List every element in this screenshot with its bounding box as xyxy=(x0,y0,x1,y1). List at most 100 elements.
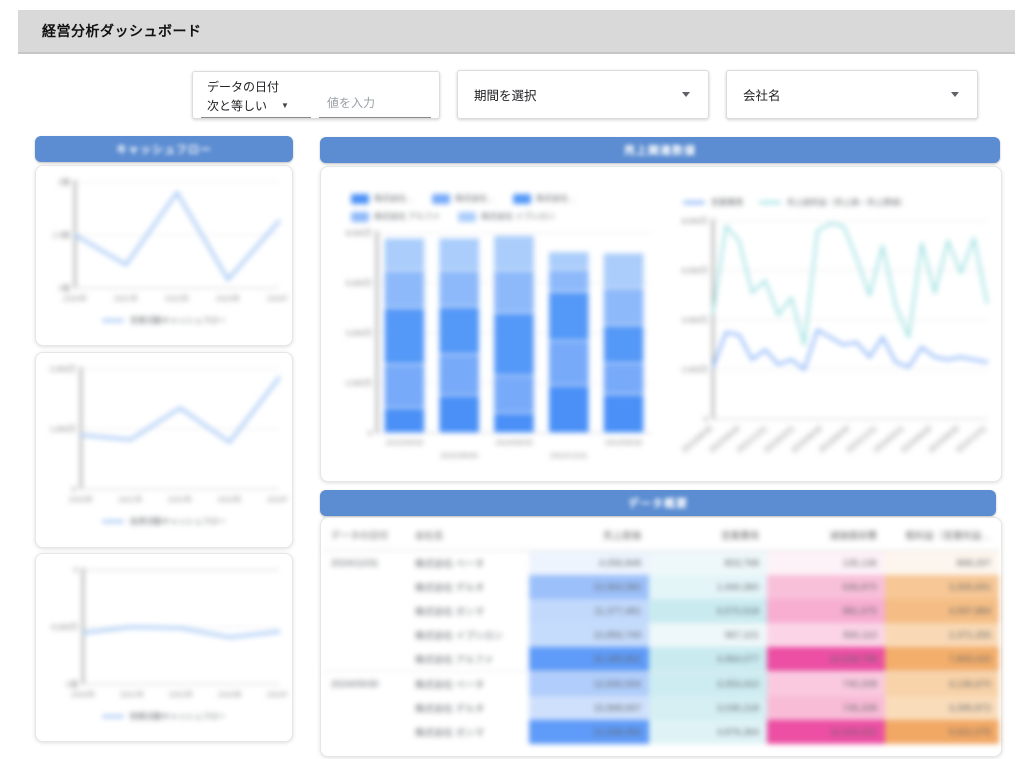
legend-line-swatch xyxy=(759,201,781,204)
cell-value: 10,856,749 xyxy=(529,623,649,647)
legend-line-swatch xyxy=(102,319,124,322)
cell-value: 10,228,758 xyxy=(767,647,885,672)
app-header: 経営分析ダッシュボード xyxy=(18,10,1015,54)
svg-text:2022/12/31: 2022/12/31 xyxy=(550,451,588,460)
chart-legend: 投資活動キャッシュフロー xyxy=(102,516,226,527)
svg-text:1,000万: 1,000万 xyxy=(50,425,77,434)
cell-value: 636,870 xyxy=(767,575,885,599)
cell-company: 株式会社 ガンマ xyxy=(415,607,485,618)
legend-color-swatch xyxy=(513,193,531,204)
filter-date-value-input[interactable] xyxy=(325,95,429,111)
divider xyxy=(201,117,311,118)
svg-text:2023年: 2023年 xyxy=(216,293,241,303)
filter-date-label: データの日付 xyxy=(207,80,280,94)
legend-label: 営業活動キャッシュフロー xyxy=(130,316,226,325)
chart-legend: 営業活動キャッシュフロー xyxy=(102,315,226,326)
svg-text:0: 0 xyxy=(72,485,76,494)
cell-company: 株式会社 イプシロン xyxy=(415,631,504,642)
cell-value: 830,110 xyxy=(767,623,885,647)
cell-date: 2024/12/31 xyxy=(323,550,407,575)
svg-text:2022/09/30: 2022/09/30 xyxy=(440,451,478,460)
filter-company-label: 会社名 xyxy=(743,89,781,103)
cell-value: 1,940,360 xyxy=(649,575,767,599)
filter-company-select[interactable]: 会社名 xyxy=(726,70,978,119)
cell-value: 7,805,020 xyxy=(885,647,999,672)
table-header-row: データの日付 会社名 売上原価 営業費用 減価償却費 粗利益（営業利益… xyxy=(323,520,999,551)
cell-company: 株式会社 アルファ xyxy=(415,655,494,666)
table-column-header: 営業費用 xyxy=(649,520,767,551)
cell-value: 10,964,080 xyxy=(529,575,649,599)
chevron-down-icon xyxy=(951,92,959,97)
line-chart-legend: 営業費用 売上総利益（売上高－売上原価） xyxy=(683,197,923,208)
chart-svg: 8,000万6,000万4,000万2,000万02022/06/302022/… xyxy=(680,217,989,455)
table-column-header: 減価償却費 xyxy=(767,520,885,551)
cell-company: 株式会社 デルタ xyxy=(415,583,485,594)
cell-value: 15,868,697 xyxy=(529,696,649,720)
cell-value: 881,675 xyxy=(767,599,885,623)
svg-text:4,000万: 4,000万 xyxy=(682,316,709,325)
svg-text:1.5億: 1.5億 xyxy=(52,230,70,240)
legend-item: 売上総利益（売上高－売上原価） xyxy=(759,197,907,208)
sales-stacked-bar-chart: 8,000万 6,000万 4,000万 2,000万 0 2022/06/30 2022/… xyxy=(333,225,659,474)
cell-value: 740,208 xyxy=(767,671,885,696)
svg-text:4,000万: 4,000万 xyxy=(346,329,373,338)
legend-item: 株式会社… xyxy=(432,193,495,204)
legend-item: 株式会社… xyxy=(351,193,414,204)
cell-value: 4,876,364 xyxy=(649,720,767,744)
chevron-down-icon[interactable]: ▼ xyxy=(281,101,289,110)
svg-text:2023年: 2023年 xyxy=(217,494,242,504)
sales-panel-header: 売上関連数値 xyxy=(320,137,1000,163)
table-column-header: 売上原価 xyxy=(529,520,649,551)
cell-value: 803,768 xyxy=(649,550,767,575)
svg-text:6,000万: 6,000万 xyxy=(346,279,373,288)
legend-label: 株式会社… xyxy=(374,194,414,203)
legend-color-swatch xyxy=(351,193,369,204)
cell-date xyxy=(323,696,407,720)
chart-svg: 8,000万6,000万4,000万2,000万02022/06/302022/… xyxy=(346,229,651,460)
table-column-header: 粗利益（営業利益… xyxy=(885,520,999,551)
cell-value: 745,208 xyxy=(767,696,885,720)
svg-text:2020年: 2020年 xyxy=(63,293,88,303)
cell-value: 11,023,221 xyxy=(767,720,885,744)
cell-company: 株式会社 ガンマ xyxy=(415,728,485,739)
legend-label: 株式会社… xyxy=(455,194,495,203)
cell-value: 135,136 xyxy=(767,550,885,575)
table-column-header: データの日付 xyxy=(323,520,407,551)
svg-text:2021年: 2021年 xyxy=(114,293,139,303)
cell-value: 2,371,255 xyxy=(885,623,999,647)
cashflow-panel-title: キャッシュフロー xyxy=(116,144,212,156)
filter-period-label: 期間を選択 xyxy=(474,89,537,103)
filter-date-operator-dropdown[interactable]: 次と等しい ▼ xyxy=(207,97,289,114)
svg-text:1億: 1億 xyxy=(58,283,70,293)
table-row: 株式会社 アルファ 31,495,802 4,964,077 10,228,758 7,… xyxy=(323,647,999,672)
legend-item: 株式会社 イプシロン xyxy=(458,211,555,222)
filter-date-operator-value[interactable]: 次と等しい xyxy=(207,99,268,113)
legend-label: 売上総利益（売上高－売上原価） xyxy=(787,198,907,207)
svg-text:0: 0 xyxy=(368,429,372,438)
cell-date: 2024/09/30 xyxy=(323,671,407,696)
svg-text:0: 0 xyxy=(74,566,78,575)
legend-label: 投資活動キャッシュフロー xyxy=(130,517,226,526)
legend-color-swatch xyxy=(432,193,450,204)
cell-company: 株式会社 ベータ xyxy=(407,550,529,575)
table-row: 株式会社 デルタ 15,868,697 3,035,218 745,208 3,395,… xyxy=(323,696,999,720)
filter-period-select[interactable]: 期間を選択 xyxy=(457,70,709,119)
cell-value: 868,297 xyxy=(885,550,999,575)
svg-text:2020年: 2020年 xyxy=(69,494,94,504)
cell-value: 3,035,218 xyxy=(649,696,767,720)
legend-label: 株式会社 イプシロン xyxy=(481,212,556,221)
cell-value: 3,305,691 xyxy=(885,575,999,599)
svg-text:2024年: 2024年 xyxy=(267,293,287,303)
table-row: 株式会社 イプシロン 10,856,749 967,101 830,110 2,371,… xyxy=(323,623,999,647)
table-panel-card: データの日付 会社名 売上原価 営業費用 減価償却費 粗利益（営業利益… 2024/12/… xyxy=(320,517,1002,757)
legend-line-swatch xyxy=(102,715,124,718)
cell-value: 11,377,481 xyxy=(529,599,649,623)
cell-date xyxy=(323,623,407,647)
